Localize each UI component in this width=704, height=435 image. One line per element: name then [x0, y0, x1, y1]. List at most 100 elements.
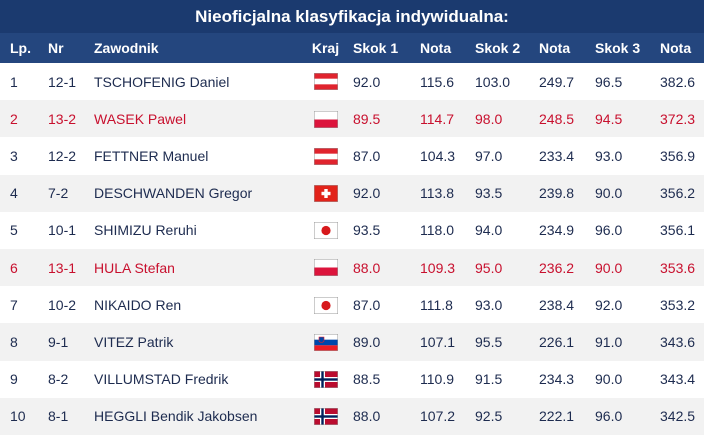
flag: [314, 259, 338, 276]
cell: FETTNER Manuel: [94, 147, 209, 164]
cell: 104.3: [420, 147, 456, 164]
flag: [314, 185, 338, 202]
cell: 13-2: [40, 100, 86, 138]
cell: 91.5: [475, 371, 503, 388]
cell: 10-1: [48, 222, 77, 239]
column-header: Kraj: [306, 33, 345, 63]
result-row: 10 8-1 HEGGLI Bendik Jakobsen 88.0 107.2 92.5…: [0, 397, 704, 435]
cell: 234.3: [539, 371, 575, 388]
cell: 115.6: [420, 73, 454, 90]
header-row: Lp. Nr Zawodnik Kraj Skok 1 Nota Skok 2 Nota Sko…: [0, 33, 704, 63]
cell: WASEK Pawel: [86, 100, 306, 138]
flag: [314, 334, 338, 351]
column-header: Lp.: [0, 33, 40, 63]
cell: 3: [10, 147, 18, 164]
cell: 96.0: [587, 397, 652, 435]
cell: 96.5: [595, 73, 623, 90]
cell: 8-1: [40, 397, 86, 435]
cell: 4: [0, 174, 40, 212]
results-table: Lp. Nr Zawodnik Kraj Skok 1 Nota Skok 2 Nota Sko…: [0, 33, 704, 435]
cell: 10: [0, 397, 40, 435]
flag: [314, 111, 338, 128]
cell: 93.0: [475, 296, 503, 313]
country-cell: [306, 63, 345, 100]
result-row: 5 10-1 SHIMIZU Reruhi 93.5 118.0 94.0 234.9 96.…: [0, 212, 704, 249]
cell: 93.0: [595, 147, 623, 164]
cell: TSCHOFENIG Daniel: [94, 73, 230, 90]
cell: 96.0: [595, 222, 623, 239]
cell: 12-1: [48, 73, 77, 90]
cell: 233.4: [539, 147, 575, 164]
country-cell: [306, 248, 345, 287]
cell: 93.5: [467, 174, 531, 212]
country-cell: [306, 323, 345, 361]
cell: 114.7: [412, 100, 467, 138]
cell: DESCHWANDEN Gregor: [86, 174, 306, 212]
column-header: Skok 3: [587, 33, 652, 63]
cell: 107.2: [412, 397, 467, 435]
country-cell: [306, 397, 345, 435]
cell: 90.0: [587, 174, 652, 212]
cell: SHIMIZU Reruhi: [94, 222, 197, 239]
cell: HULA Stefan: [86, 248, 306, 287]
flag: [314, 222, 338, 239]
result-row: 1 12-1 TSCHOFENIG Daniel 92.0 115.6 103.0 249.…: [0, 63, 704, 100]
column-header: Zawodnik: [86, 33, 306, 63]
column-header: Nota: [412, 33, 467, 63]
cell: 353.2: [660, 296, 696, 313]
cell: 356.9: [660, 147, 696, 164]
cell: 343.6: [652, 323, 704, 361]
cell: 372.3: [652, 100, 704, 138]
result-row: 8 9-1 VITEZ Patrik 89.0 107.1 95.5 226.1 91.0 34…: [0, 323, 704, 361]
cell: 90.0: [587, 248, 652, 287]
country-cell: [306, 361, 345, 398]
country-cell: [306, 212, 345, 249]
result-row: 7 10-2 NIKAIDO Ren 87.0 111.8 93.0 238.4 92.0 35…: [0, 286, 704, 323]
flag: [314, 408, 338, 425]
cell: 110.9: [420, 371, 454, 388]
cell: 95.5: [467, 323, 531, 361]
cell: VILLUMSTAD Fredrik: [94, 371, 229, 388]
result-row: 2 13-2 WASEK Pawel 89.5 114.7 98.0 248.5 94.5 37…: [0, 100, 704, 138]
cell: 88.5: [353, 371, 381, 388]
cell: 91.0: [587, 323, 652, 361]
cell: 382.6: [660, 73, 696, 90]
flag: [314, 73, 338, 90]
cell: 1: [10, 73, 18, 90]
cell: 222.1: [531, 397, 587, 435]
country-cell: [306, 286, 345, 323]
cell: 238.4: [539, 296, 575, 313]
cell: 89.0: [345, 323, 412, 361]
title: Nieoficjalna klasyfikacja indywidualna:: [0, 0, 704, 33]
column-header: Skok 2: [467, 33, 531, 63]
column-header: Nr: [40, 33, 86, 63]
cell: HEGGLI Bendik Jakobsen: [86, 397, 306, 435]
cell: 92.0: [353, 73, 381, 90]
cell: VITEZ Patrik: [86, 323, 306, 361]
cell: 94.5: [587, 100, 652, 138]
cell: 239.8: [531, 174, 587, 212]
cell: 7-2: [40, 174, 86, 212]
cell: 10-2: [48, 296, 77, 313]
cell: 98.0: [467, 100, 531, 138]
cell: 8: [0, 323, 40, 361]
flag: [314, 148, 338, 165]
cell: 9: [10, 371, 18, 388]
cell: 234.9: [539, 222, 575, 239]
cell: 118.0: [420, 222, 454, 239]
cell: 95.0: [467, 248, 531, 287]
cell: 2: [0, 100, 40, 138]
cell: 5: [10, 222, 18, 239]
country-cell: [306, 137, 345, 174]
result-row: 3 12-2 FETTNER Manuel 87.0 104.3 97.0 233.4 93.…: [0, 137, 704, 174]
cell: 89.5: [345, 100, 412, 138]
cell: 343.4: [660, 371, 696, 388]
cell: 356.2: [652, 174, 704, 212]
cell: 87.0: [353, 296, 381, 313]
cell: 93.5: [353, 222, 381, 239]
cell: 87.0: [353, 147, 381, 164]
cell: 8-2: [48, 371, 69, 388]
cell: 248.5: [531, 100, 587, 138]
cell: 94.0: [475, 222, 503, 239]
cell: 13-1: [40, 248, 86, 287]
